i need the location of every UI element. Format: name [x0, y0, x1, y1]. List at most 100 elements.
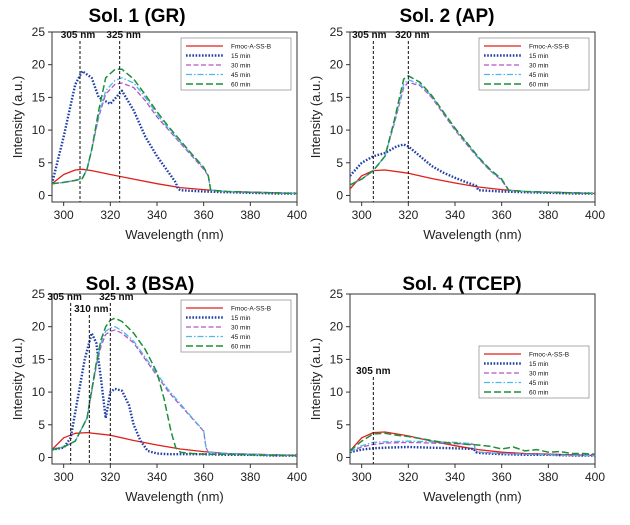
legend-label: 60 min	[231, 82, 251, 89]
x-tick-label: 320	[100, 208, 120, 222]
x-tick-label: 320	[100, 470, 120, 484]
series-line-45-min	[350, 440, 595, 457]
plot-frame	[51, 293, 298, 465]
plot-frame	[349, 31, 596, 203]
y-tick-label: 25	[32, 287, 46, 301]
x-tick-label: 360	[194, 208, 214, 222]
y-tick-label: 10	[32, 385, 46, 399]
chart-panel-3: Sol. 3 (BSA) 0 5 10 15 20 25 300 320 340 360 380 400…	[10, 274, 307, 504]
x-tick-label: 380	[240, 208, 260, 222]
annotation-label: 305 nm	[356, 366, 391, 377]
annotation-label: 325 nm	[106, 30, 141, 41]
x-axis-label: Wavelength (nm)	[423, 489, 522, 504]
legend-box	[180, 299, 292, 353]
y-axis-label: Intensity (a.u.)	[10, 76, 25, 158]
y-axis-label: Intensity (a.u.)	[308, 338, 323, 420]
series-line-15-min	[52, 69, 297, 195]
series-line-45-min	[350, 79, 595, 195]
y-tick-label: 0	[336, 450, 343, 464]
x-tick-label: 400	[287, 208, 307, 222]
legend-label: 30 min	[529, 63, 549, 70]
legend-label: Fmoc-A-SS-B	[529, 44, 569, 51]
x-tick-label: 360	[492, 208, 512, 222]
legend-label: Fmoc-A-SS-B	[231, 306, 271, 313]
legend-label: 15 min	[231, 315, 251, 322]
y-tick-label: 20	[330, 320, 344, 334]
x-tick-label: 340	[445, 470, 465, 484]
y-axis-label: Intensity (a.u.)	[10, 338, 25, 420]
series-line-45-min	[52, 77, 297, 195]
x-tick-label: 340	[147, 470, 167, 484]
annotation-label: 325 nm	[99, 292, 134, 303]
legend-box	[478, 345, 590, 399]
y-tick-label: 25	[330, 287, 344, 301]
legend-label: 60 min	[231, 344, 251, 351]
y-tick-label: 15	[32, 90, 46, 104]
y-tick-label: 20	[32, 320, 46, 334]
y-tick-label: 5	[38, 156, 45, 170]
y-tick-label: 25	[330, 25, 344, 39]
x-tick-label: 340	[445, 208, 465, 222]
y-tick-label: 0	[38, 188, 45, 202]
x-tick-label: 400	[585, 208, 605, 222]
x-axis-label: Wavelength (nm)	[125, 489, 224, 504]
legend-label: 30 min	[231, 63, 251, 70]
legend-label: 30 min	[529, 371, 549, 378]
y-tick-label: 5	[336, 156, 343, 170]
legend-label: 15 min	[529, 53, 549, 60]
legend-label: 45 min	[231, 334, 251, 341]
y-tick-label: 10	[330, 385, 344, 399]
series-line-30-min	[52, 82, 297, 195]
legend-label: Fmoc-A-SS-B	[231, 44, 271, 51]
chart-panel-4: Sol. 4 (TCEP) 0 5 10 15 20 25 300 320 340 360 380 40…	[308, 274, 605, 504]
annotation-label: 305 nm	[47, 292, 82, 303]
x-tick-label: 400	[585, 470, 605, 484]
series-line-60-min	[350, 75, 595, 195]
chart-title: Sol. 4 (TCEP)	[402, 274, 521, 295]
y-tick-label: 15	[330, 352, 344, 366]
legend-label: 30 min	[231, 325, 251, 332]
x-tick-label: 300	[352, 470, 372, 484]
legend-label: 15 min	[529, 361, 549, 368]
annotation-label: 320 nm	[395, 30, 430, 41]
x-tick-label: 380	[538, 208, 558, 222]
x-tick-label: 380	[240, 470, 260, 484]
legend-label: 45 min	[231, 72, 251, 79]
legend-box	[478, 37, 590, 91]
series-line-60-min	[350, 432, 595, 455]
x-tick-label: 380	[538, 470, 558, 484]
plot-frame	[51, 31, 298, 203]
x-tick-label: 300	[54, 208, 74, 222]
annotation-label: 305 nm	[61, 30, 96, 41]
x-axis-label: Wavelength (nm)	[423, 227, 522, 242]
x-tick-label: 360	[492, 470, 512, 484]
chart-title: Sol. 1 (GR)	[88, 6, 185, 27]
x-tick-label: 320	[398, 470, 418, 484]
plot-frame	[349, 293, 596, 465]
y-tick-label: 15	[330, 90, 344, 104]
series-line-60-min	[52, 317, 297, 457]
y-tick-label: 20	[32, 58, 46, 72]
x-tick-label: 300	[54, 470, 74, 484]
y-tick-label: 0	[336, 188, 343, 202]
x-axis-label: Wavelength (nm)	[125, 227, 224, 242]
legend-box	[180, 37, 292, 91]
y-tick-label: 15	[32, 352, 46, 366]
y-tick-label: 5	[336, 418, 343, 432]
series-line-45-min	[52, 326, 297, 457]
chart-panel-1: Sol. 1 (GR) 0 5 10 15 20 25 300 320 340 360 380 400 W…	[10, 6, 307, 242]
x-tick-label: 400	[287, 470, 307, 484]
y-tick-label: 25	[32, 25, 46, 39]
x-tick-label: 360	[194, 470, 214, 484]
legend-label: 45 min	[529, 380, 549, 387]
y-tick-label: 20	[330, 58, 344, 72]
series-line-60-min	[52, 68, 297, 195]
annotation-label: 310 nm	[74, 304, 109, 315]
legend-label: 60 min	[529, 390, 549, 397]
chart-title: Sol. 2 (AP)	[399, 6, 494, 27]
y-tick-label: 5	[38, 418, 45, 432]
legend-label: Fmoc-A-SS-B	[529, 352, 569, 359]
y-tick-label: 0	[38, 450, 45, 464]
legend-label: 15 min	[231, 53, 251, 60]
